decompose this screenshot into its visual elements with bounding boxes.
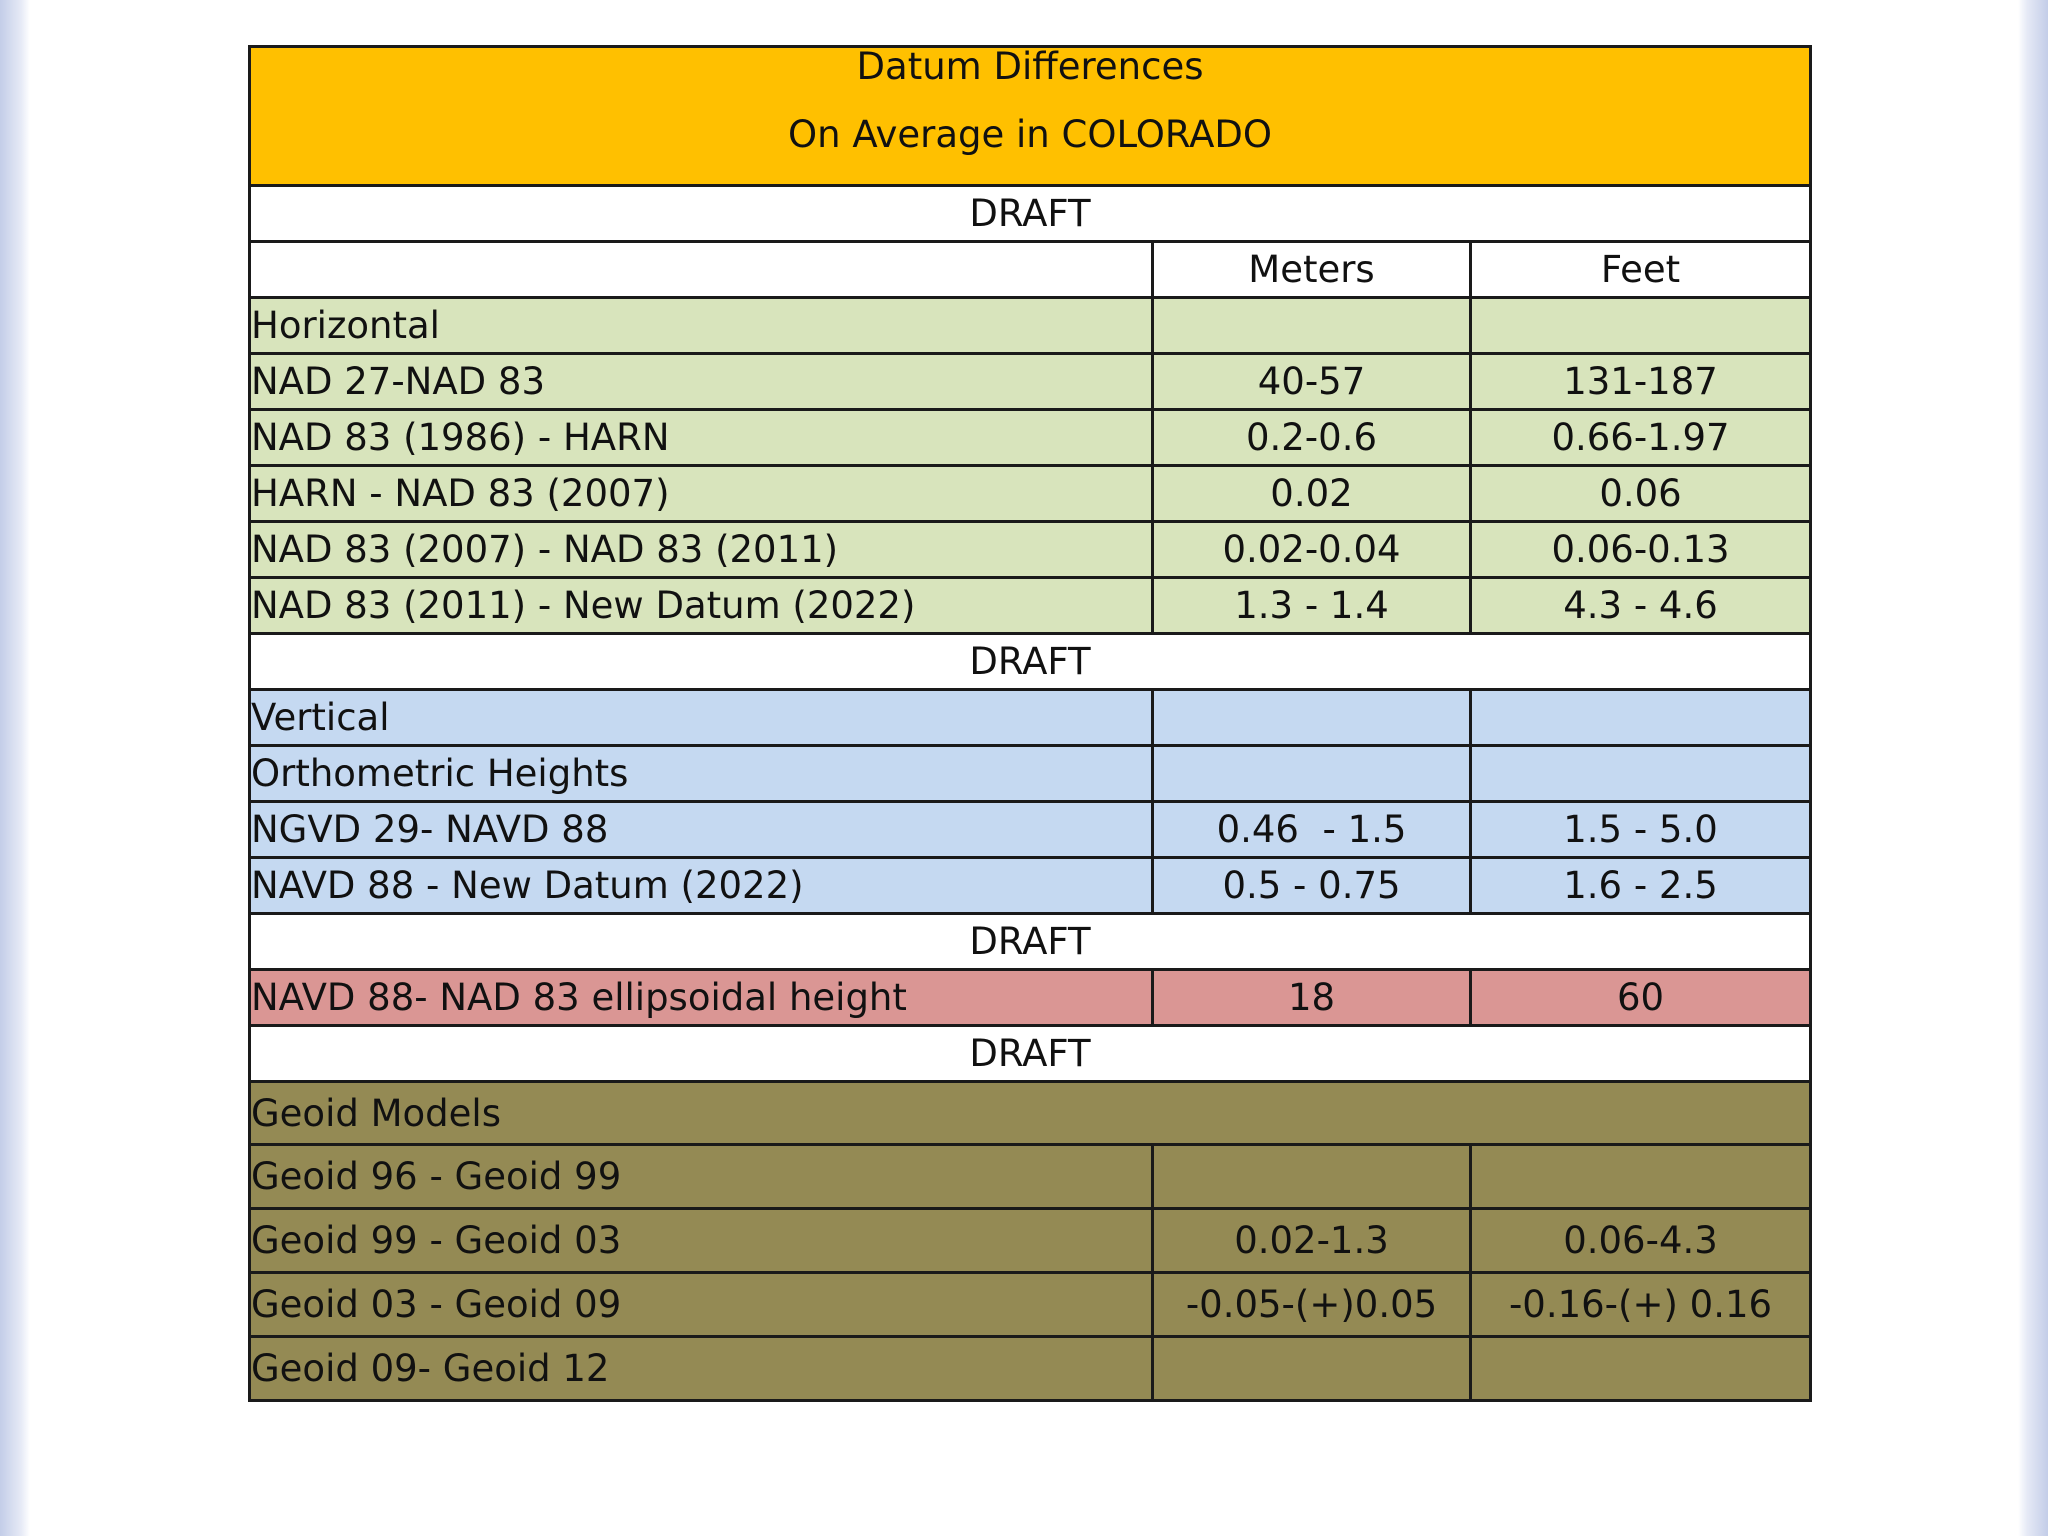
table-row: Geoid 03 - Geoid 09 -0.05-(+)0.05 -0.16-… xyxy=(248,1271,1813,1338)
feet-value: 0.06-0.13 xyxy=(1468,520,1813,579)
feet-value: 0.06 xyxy=(1468,464,1813,523)
table-row: NGVD 29- NAVD 88 0.46 - 1.5 1.5 - 5.0 xyxy=(248,800,1813,859)
title-line-2: On Average in COLORADO xyxy=(787,113,1273,156)
empty-cell xyxy=(1468,296,1813,355)
draft-row: DRAFT xyxy=(247,632,1813,691)
feet-value: 131-187 xyxy=(1468,352,1813,411)
feet-value: 0.66-1.97 xyxy=(1468,408,1813,467)
feet-header: Feet xyxy=(1468,240,1813,299)
feet-value: 1.6 - 2.5 xyxy=(1468,856,1813,915)
row-name: NAD 27-NAD 83 xyxy=(248,352,1154,411)
header-empty-cell xyxy=(248,240,1154,299)
vertical-section-row: Vertical xyxy=(248,688,1813,747)
geoid-models-label: Geoid Models xyxy=(247,1080,1813,1146)
meters-value xyxy=(1151,1335,1472,1402)
table-row: NAD 83 (1986) - HARN 0.2-0.6 0.66-1.97 xyxy=(248,408,1813,467)
meters-value: 0.02-1.3 xyxy=(1151,1207,1472,1274)
row-name: NAD 83 (1986) - HARN xyxy=(248,408,1154,467)
table-row: HARN - NAD 83 (2007) 0.02 0.06 xyxy=(248,464,1813,523)
feet-value: 0.06-4.3 xyxy=(1468,1207,1813,1274)
feet-value xyxy=(1468,1143,1813,1210)
orthometric-heights-label: Orthometric Heights xyxy=(248,744,1154,803)
horizontal-label: Horizontal xyxy=(248,296,1154,355)
meters-value: 0.02 xyxy=(1151,464,1472,523)
empty-cell xyxy=(1468,688,1813,747)
feet-value: 4.3 - 4.6 xyxy=(1468,576,1813,635)
table-row: Geoid 96 - Geoid 99 xyxy=(248,1143,1813,1210)
row-name: Geoid 03 - Geoid 09 xyxy=(248,1271,1154,1338)
meters-header: Meters xyxy=(1151,240,1472,299)
feet-value: -0.16-(+) 0.16 xyxy=(1468,1271,1813,1338)
feet-value xyxy=(1468,1335,1813,1402)
table-row: NAD 27-NAD 83 40-57 131-187 xyxy=(248,352,1813,411)
title-row: Datum Differences On Average in COLORADO xyxy=(247,45,1813,187)
empty-cell xyxy=(1468,744,1813,803)
meters-value: -0.05-(+)0.05 xyxy=(1151,1271,1472,1338)
draft-label: DRAFT xyxy=(247,632,1813,691)
draft-label: DRAFT xyxy=(247,184,1813,243)
table-row: NAVD 88 - New Datum (2022) 0.5 - 0.75 1.… xyxy=(248,856,1813,915)
ellipsoidal-height-row: NAVD 88- NAD 83 ellipsoidal height 18 60 xyxy=(248,968,1813,1027)
draft-row: DRAFT xyxy=(247,184,1813,243)
row-name: HARN - NAD 83 (2007) xyxy=(248,464,1154,523)
draft-label: DRAFT xyxy=(247,1024,1813,1083)
row-name: Geoid 96 - Geoid 99 xyxy=(248,1143,1154,1210)
row-name: NAVD 88 - New Datum (2022) xyxy=(248,856,1154,915)
geoid-models-section-row: Geoid Models xyxy=(247,1080,1813,1146)
feet-value: 60 xyxy=(1468,968,1813,1027)
title-line-1: Datum Differences xyxy=(856,46,1204,88)
meters-value: 0.46 - 1.5 xyxy=(1151,800,1472,859)
empty-cell xyxy=(1151,744,1472,803)
horizontal-section-row: Horizontal xyxy=(248,296,1813,355)
meters-value: 1.3 - 1.4 xyxy=(1151,576,1472,635)
column-header-row: Meters Feet xyxy=(248,240,1813,299)
meters-value xyxy=(1151,1143,1472,1210)
meters-value: 40-57 xyxy=(1151,352,1472,411)
datum-differences-table: Datum Differences On Average in COLORADO… xyxy=(247,45,1813,1402)
row-name: NAD 83 (2007) - NAD 83 (2011) xyxy=(248,520,1154,579)
row-name: Geoid 09- Geoid 12 xyxy=(248,1335,1154,1402)
table-row: NAD 83 (2011) - New Datum (2022) 1.3 - 1… xyxy=(248,576,1813,635)
empty-cell xyxy=(1151,296,1472,355)
row-name: NAVD 88- NAD 83 ellipsoidal height xyxy=(248,968,1154,1027)
table-title: Datum Differences On Average in COLORADO xyxy=(247,45,1813,187)
meters-value: 0.02-0.04 xyxy=(1151,520,1472,579)
draft-label: DRAFT xyxy=(247,912,1813,971)
meters-value: 18 xyxy=(1151,968,1472,1027)
row-name: Geoid 99 - Geoid 03 xyxy=(248,1207,1154,1274)
empty-cell xyxy=(1151,688,1472,747)
table-row: Geoid 99 - Geoid 03 0.02-1.3 0.06-4.3 xyxy=(248,1207,1813,1274)
right-decorative-edge xyxy=(2018,0,2048,1536)
meters-value: 0.5 - 0.75 xyxy=(1151,856,1472,915)
table-row: Geoid 09- Geoid 12 xyxy=(248,1335,1813,1402)
meters-value: 0.2-0.6 xyxy=(1151,408,1472,467)
draft-row: DRAFT xyxy=(247,1024,1813,1083)
vertical-label: Vertical xyxy=(248,688,1154,747)
row-name: NGVD 29- NAVD 88 xyxy=(248,800,1154,859)
row-name: NAD 83 (2011) - New Datum (2022) xyxy=(248,576,1154,635)
feet-value: 1.5 - 5.0 xyxy=(1468,800,1813,859)
draft-row: DRAFT xyxy=(247,912,1813,971)
table-row: NAD 83 (2007) - NAD 83 (2011) 0.02-0.04 … xyxy=(248,520,1813,579)
orthometric-heights-row: Orthometric Heights xyxy=(248,744,1813,803)
left-decorative-edge xyxy=(0,0,30,1536)
